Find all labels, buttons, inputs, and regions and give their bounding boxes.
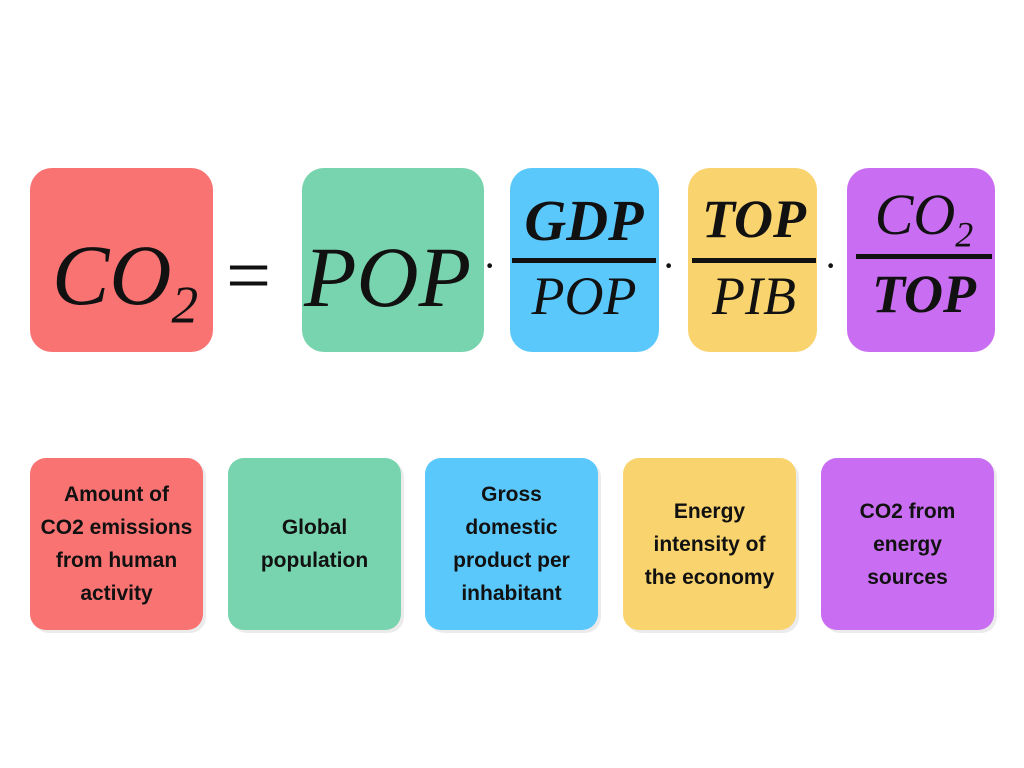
co2-base: CO: [874, 182, 956, 247]
co2-sub: 2: [171, 274, 199, 335]
card-line: Global: [281, 516, 348, 539]
description-card: Energy intensity of the economy: [623, 458, 796, 630]
operator: ·: [483, 243, 497, 288]
card-line: activity: [80, 582, 153, 605]
fraction-bar: [856, 253, 992, 259]
card-line: inhabitant: [461, 582, 562, 605]
fraction-bar: [512, 258, 656, 263]
card-line: domestic: [465, 516, 558, 539]
card-line: sources: [867, 565, 948, 589]
co2-top-box: [847, 168, 995, 352]
co2-lhs: CO2: [52, 232, 198, 332]
card-line: population: [260, 549, 369, 572]
card-line: Amount of: [64, 483, 169, 506]
top-fraction: TOP PIB: [692, 192, 816, 323]
description-card: Global population: [228, 458, 401, 630]
card-line: energy: [873, 532, 942, 556]
numerator: GDP: [524, 188, 644, 253]
pop-box: [302, 168, 484, 352]
description-card: CO2 from energy sources: [821, 458, 994, 630]
equals-sign: =: [226, 232, 272, 320]
card-line: CO2 from: [859, 499, 956, 523]
co2-fraction: CO2 TOP: [856, 186, 992, 321]
co2-base: CO: [52, 227, 172, 323]
co2-box: [30, 168, 213, 352]
description-card: Gross domestic product per inhabitant: [425, 458, 598, 630]
numerator: TOP: [702, 189, 806, 249]
pop-term: POP: [304, 229, 472, 325]
denominator: TOP: [872, 263, 976, 324]
fraction-bar: [692, 258, 816, 263]
card-line: product per: [453, 549, 570, 572]
denominator: POP: [531, 266, 637, 326]
operator: ·: [662, 243, 676, 288]
card-line: Energy: [673, 499, 746, 523]
card-line: from human: [55, 549, 178, 572]
numerator: CO2: [875, 186, 974, 254]
card-line: intensity of: [653, 532, 766, 556]
operator: ·: [824, 243, 838, 288]
gdp-fraction: GDP POP: [512, 192, 656, 323]
denominator: PIB: [712, 266, 796, 326]
card-line: Gross: [481, 483, 542, 506]
card-line: CO2 emissions: [40, 516, 193, 539]
description-card: Amount of CO2 emissions from human activity: [30, 458, 203, 630]
co2-sub: 2: [955, 214, 974, 255]
card-line: the economy: [644, 565, 775, 589]
